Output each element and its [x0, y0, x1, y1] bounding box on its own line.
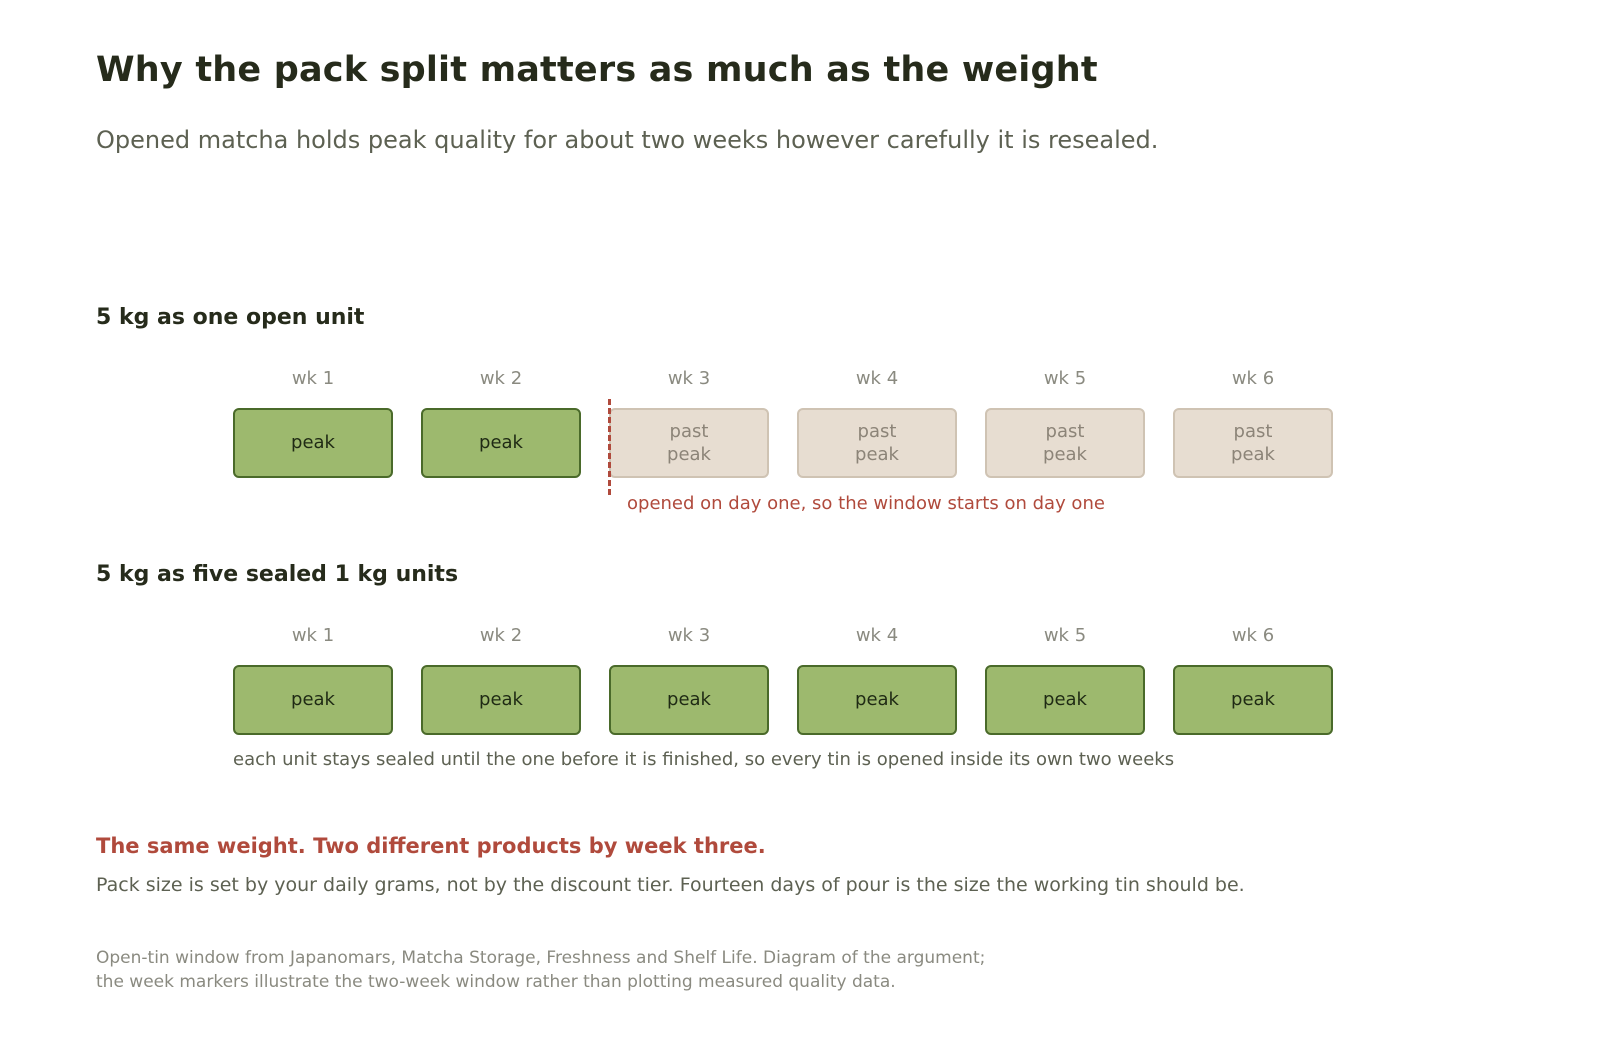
scenario-open-heading: 5 kg as one open unit [96, 305, 365, 330]
peak-week-tile: peak [233, 665, 393, 735]
scenario-sealed-heading: 5 kg as five sealed 1 kg units [96, 562, 459, 587]
week-tile-text: peak [855, 689, 899, 711]
conclusion-body: Pack size is set by your daily grams, no… [96, 874, 1245, 896]
week-tile-text: peak [291, 432, 335, 454]
week-label: wk 3 [667, 368, 711, 389]
week-label: wk 6 [1231, 368, 1275, 389]
week-tile-text: peak [291, 689, 335, 711]
source-line-1: Open-tin window from Japanomars, Matcha … [96, 948, 986, 968]
week-label: wk 2 [479, 368, 523, 389]
peak-week-tile: peak [609, 665, 769, 735]
past-peak-week-tile: past peak [985, 408, 1145, 478]
week-tile-text: peak [479, 432, 523, 454]
past-peak-week-tile: past peak [797, 408, 957, 478]
week-label: wk 4 [855, 368, 899, 389]
week-label: wk 1 [291, 368, 335, 389]
past-peak-week-tile: past peak [609, 408, 769, 478]
past-peak-week-tile: past peak [1173, 408, 1333, 478]
conclusion-title: The same weight. Two different products … [96, 834, 766, 858]
week-tile-text: peak [479, 689, 523, 711]
week-label: wk 5 [1043, 368, 1087, 389]
source-line-2: the week markers illustrate the two-week… [96, 972, 896, 992]
peak-week-tile: peak [797, 665, 957, 735]
week-label: wk 3 [667, 625, 711, 646]
page-subtitle: Opened matcha holds peak quality for abo… [96, 126, 1159, 154]
sealed-note: each unit stays sealed until the one bef… [233, 749, 1175, 770]
opening-marker-note: opened on day one, so the window starts … [627, 493, 1105, 514]
week-label: wk 2 [479, 625, 523, 646]
peak-week-tile: peak [421, 665, 581, 735]
source-note: Open-tin window from Japanomars, Matcha … [96, 946, 985, 994]
peak-week-tile: peak [233, 408, 393, 478]
week-label: wk 1 [291, 625, 335, 646]
week-tile-text: past peak [667, 420, 711, 465]
page-title: Why the pack split matters as much as th… [96, 50, 1098, 90]
peak-week-tile: peak [421, 408, 581, 478]
week-label: wk 4 [855, 625, 899, 646]
peak-week-tile: peak [1173, 665, 1333, 735]
week-tile-text: past peak [1231, 420, 1275, 465]
week-label: wk 5 [1043, 625, 1087, 646]
week-tile-text: past peak [855, 420, 899, 465]
week-tile-text: past peak [1043, 420, 1087, 465]
week-tile-text: peak [1043, 689, 1087, 711]
opening-marker-line [608, 399, 611, 495]
week-tile-text: peak [1231, 689, 1275, 711]
peak-week-tile: peak [985, 665, 1145, 735]
week-label: wk 6 [1231, 625, 1275, 646]
week-tile-text: peak [667, 689, 711, 711]
